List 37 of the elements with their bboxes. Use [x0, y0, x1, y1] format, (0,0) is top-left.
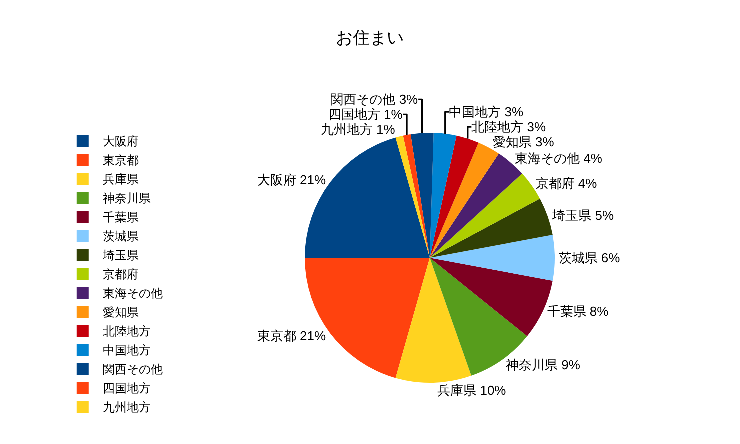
- category-label: 東京都 21%: [257, 328, 326, 344]
- category-label: 中国地方 3%: [449, 104, 524, 120]
- category-label: 九州地方 1%: [320, 122, 396, 138]
- category-label: 千葉県 8%: [547, 304, 609, 320]
- chart-title: お住まい: [336, 28, 404, 48]
- category-label: 神奈川県 9%: [506, 358, 580, 373]
- category-label: 東海その他 4%: [515, 151, 602, 166]
- pie-slice: [430, 235, 555, 281]
- legend-label: 四国地方: [102, 382, 151, 396]
- category-label: 関西その他 3%: [330, 92, 418, 108]
- pie-slice: [430, 198, 553, 258]
- legend-label: 愛知県: [102, 306, 139, 320]
- legend-label: 北陸地方: [102, 324, 151, 339]
- legend-label: 九州地方: [102, 400, 151, 415]
- legend-label: 大阪府: [102, 134, 139, 149]
- legend-label: 中国地方: [102, 344, 151, 358]
- category-label: 大阪府 21%: [257, 172, 326, 188]
- legend-label: 東京都: [102, 154, 139, 168]
- category-label: 北陸地方 3%: [472, 120, 546, 135]
- pie-slice: [430, 136, 479, 258]
- legend-label: 京都府: [102, 268, 139, 282]
- category-label: 兵庫県 10%: [438, 382, 506, 398]
- legend-label: 兵庫県: [102, 172, 139, 187]
- pie-slice: [396, 258, 472, 383]
- legend-label: 神奈川県: [102, 192, 151, 206]
- category-label: 京都府 4%: [536, 176, 598, 191]
- category-label: 埼玉県 5%: [552, 208, 614, 224]
- legend-label: 埼玉県: [102, 248, 139, 263]
- legend-label: 関西その他: [102, 362, 163, 377]
- category-label: 四国地方 1%: [328, 107, 403, 122]
- category-label: 愛知県 3%: [492, 134, 554, 150]
- pie-slice: [430, 133, 457, 258]
- category-label: 茨城県 6%: [558, 250, 620, 266]
- pie-slice: [396, 136, 430, 258]
- legend-label: 千葉県: [102, 210, 139, 225]
- legend-label: 東海その他: [102, 286, 163, 301]
- legend-label: 茨城県: [102, 230, 139, 244]
